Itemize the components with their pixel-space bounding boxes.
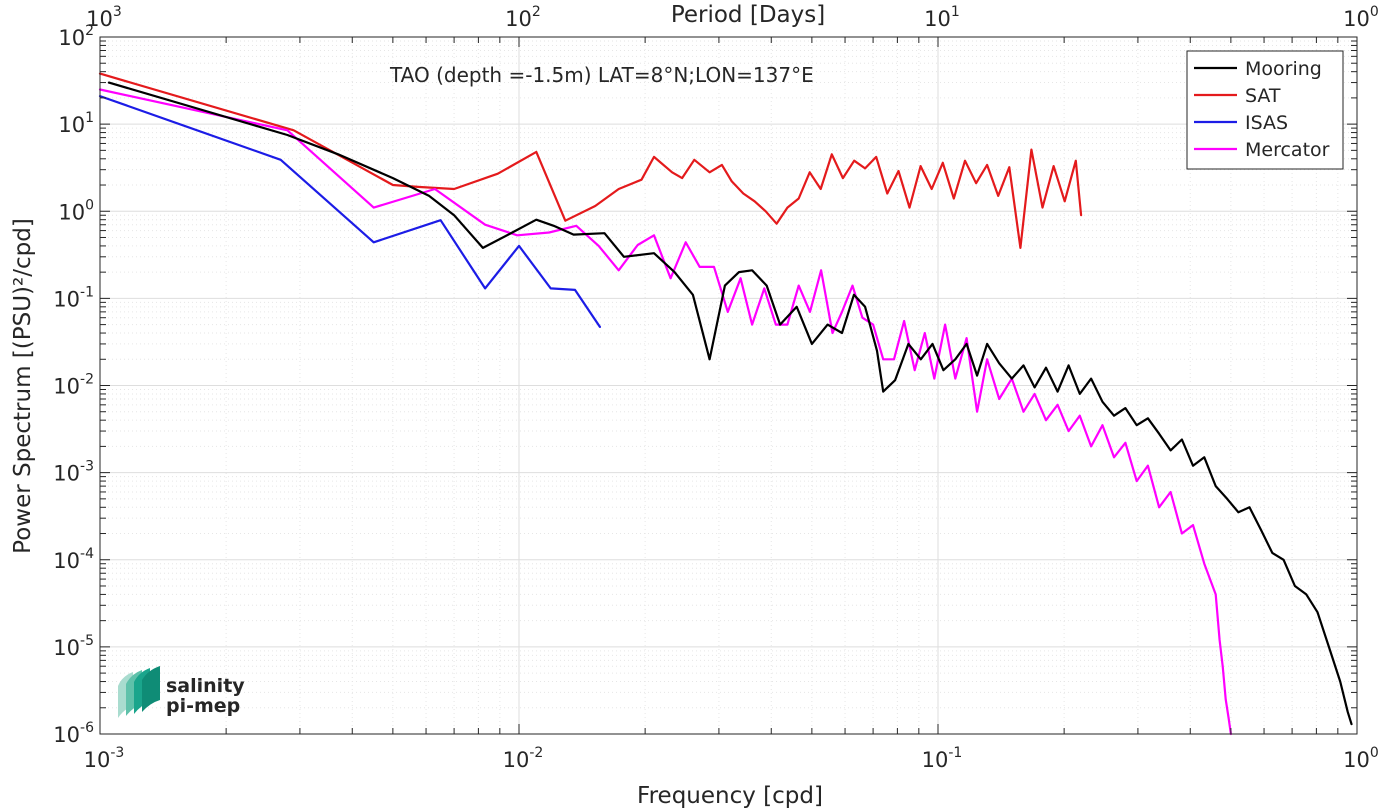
top-tick-label-exponent: 1 xyxy=(951,4,960,20)
y-tick-label-base: 10 xyxy=(53,549,80,573)
logo-text-line1: salinity xyxy=(166,675,245,697)
top-tick-labels: 103 102 101 100 xyxy=(86,4,1379,31)
y-tick-label-base: 10 xyxy=(53,723,80,747)
legend-label-mooring: Mooring xyxy=(1245,58,1322,80)
x-axis-label: Frequency [cpd] xyxy=(637,783,823,809)
x-tick-label-exponent: 0 xyxy=(1370,745,1379,761)
y-tick-label: 10-3 xyxy=(53,459,94,486)
y-tick-label: 10-5 xyxy=(53,633,94,660)
top-tick-label: 102 xyxy=(505,4,541,31)
series-layer xyxy=(98,72,1353,736)
x-tick-label-base: 10 xyxy=(84,748,111,772)
y-tick-label-base: 10 xyxy=(58,26,85,50)
top-tick-label-exponent: 2 xyxy=(532,4,541,20)
x-tick-label-exponent: -2 xyxy=(529,745,543,761)
y-tick-label-exponent: 2 xyxy=(85,23,94,39)
y-tick-label: 10-1 xyxy=(53,284,94,311)
x-tick-label: 10-3 xyxy=(84,745,125,772)
top-tick-label-exponent: 3 xyxy=(113,4,122,20)
grid-major xyxy=(99,37,1357,735)
logo-waves-icon xyxy=(118,666,160,718)
x-tick-label: 10-2 xyxy=(503,745,544,772)
x-tick-label-exponent: -3 xyxy=(110,745,124,761)
y-tick-label-exponent: 1 xyxy=(85,110,94,126)
y-tick-label-exponent: -2 xyxy=(80,372,94,388)
legend-label-sat: SAT xyxy=(1245,85,1281,107)
legend-label-mercator: Mercator xyxy=(1245,139,1330,161)
y-tick-label-base: 10 xyxy=(53,375,80,399)
series-line-isas xyxy=(98,94,602,328)
y-tick-label: 10-2 xyxy=(53,372,94,399)
x-tick-label-base: 10 xyxy=(922,748,949,772)
top-tick-label-base: 10 xyxy=(924,7,951,31)
top-tick-label: 101 xyxy=(924,4,960,31)
y-tick-label-base: 10 xyxy=(58,113,85,137)
y-tick-label: 100 xyxy=(58,197,94,224)
y-tick-label: 102 xyxy=(58,23,94,50)
y-tick-label-exponent: -5 xyxy=(80,633,94,649)
y-tick-label-exponent: -6 xyxy=(80,720,94,736)
series-line-mooring xyxy=(107,81,1353,726)
top-tick-label: 100 xyxy=(1343,4,1379,31)
top-tick-label-base: 10 xyxy=(505,7,532,31)
y-tick-label: 101 xyxy=(58,110,94,137)
x-tick-label-base: 10 xyxy=(503,748,530,772)
x-tick-label: 10-1 xyxy=(922,745,963,772)
legend-box xyxy=(1186,50,1344,170)
top-tick-label-base: 10 xyxy=(86,7,113,31)
y-tick-label-exponent: -1 xyxy=(80,284,94,300)
top-axis-label: Period [Days] xyxy=(671,2,825,28)
x-tick-label-base: 10 xyxy=(1343,748,1370,772)
y-tick-label-base: 10 xyxy=(53,636,80,660)
y-tick-label-base: 10 xyxy=(53,287,80,311)
y-axis-label: Power Spectrum [(PSU)²/cpd] xyxy=(10,218,36,554)
top-tick-label-base: 10 xyxy=(1343,7,1370,31)
chart-annotation: TAO (depth =-1.5m) LAT=8°N;LON=137°E xyxy=(389,63,814,87)
y-tick-label: 10-4 xyxy=(53,546,94,573)
x-tick-label: 100 xyxy=(1343,745,1379,772)
series-line-sat xyxy=(98,72,1083,249)
x-tick-label-exponent: -1 xyxy=(948,745,962,761)
y-tick-label-base: 10 xyxy=(58,200,85,224)
top-tick-label: 103 xyxy=(86,4,122,31)
x-tick-labels: 10-3 10-2 10-1 100 xyxy=(84,745,1379,772)
logo-text-line2: pi-mep xyxy=(166,695,240,717)
y-tick-label-exponent: 0 xyxy=(85,197,94,213)
y-tick-label-exponent: -3 xyxy=(80,459,94,475)
legend: Mooring SAT ISAS Mercator xyxy=(1186,50,1344,170)
salinity-pi-mep-logo: salinity pi-mep xyxy=(118,666,245,718)
y-tick-label-exponent: -4 xyxy=(80,546,94,562)
y-tick-label: 10-6 xyxy=(53,720,94,747)
tick-marks xyxy=(99,36,1358,735)
legend-label-isas: ISAS xyxy=(1245,112,1288,134)
top-tick-label-exponent: 0 xyxy=(1370,4,1379,20)
y-tick-label-base: 10 xyxy=(53,462,80,486)
